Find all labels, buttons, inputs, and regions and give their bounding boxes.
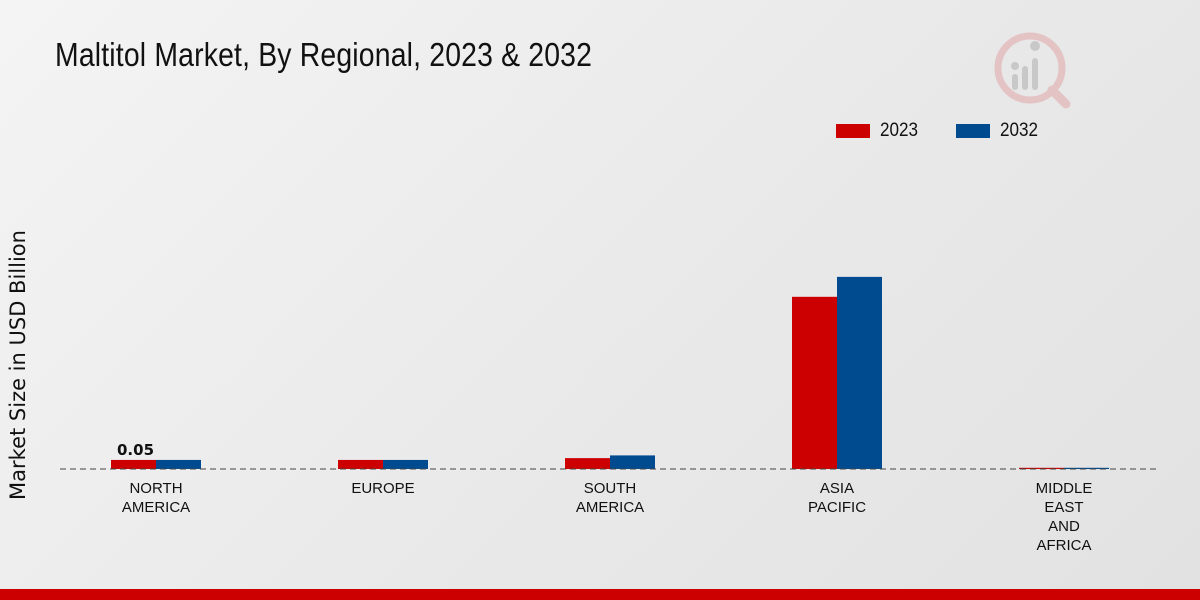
brand-logo-icon — [994, 32, 1071, 109]
bar-2023-asia-pacific — [792, 296, 837, 469]
bar-2032-south-america — [610, 455, 655, 469]
bar-2032-asia-pacific — [837, 276, 882, 469]
x-tick-label: MIDDLE EAST AND AFRICA — [1036, 480, 1093, 554]
x-tick-label: EUROPE — [351, 480, 414, 497]
bar-2023-north-america — [111, 459, 156, 469]
x-tick-label-line: SOUTH — [584, 480, 637, 497]
x-tick-label: SOUTH AMERICA — [576, 480, 644, 516]
chart-title: Maltitol Market, By Regional, 2023 & 203… — [55, 36, 593, 73]
x-tick-label-line: PACIFIC — [808, 499, 866, 516]
footer-bar — [0, 589, 1200, 600]
bar-2032-europe — [383, 459, 428, 469]
legend-label-2032: 2032 — [1000, 120, 1039, 141]
data-label: 0.05 — [117, 441, 154, 459]
bar-2032-middle-east-and-africa — [1064, 467, 1109, 469]
bar-2032-north-america — [156, 459, 201, 469]
x-tick-label-line: AMERICA — [122, 499, 190, 516]
x-tick-label-line: ASIA — [820, 480, 854, 497]
legend-label-2023: 2023 — [880, 120, 919, 141]
x-tick-label: ASIA PACIFIC — [808, 480, 866, 516]
x-tick-label-line: AND — [1048, 518, 1080, 535]
legend-swatch-2023 — [836, 124, 870, 138]
bar-2023-middle-east-and-africa — [1019, 467, 1064, 469]
bar-2023-europe — [338, 459, 383, 469]
legend-item-2023: 2023 — [836, 120, 922, 142]
legend-item-2032: 2032 — [956, 120, 1042, 142]
x-tick-label-line: NORTH — [129, 480, 182, 497]
x-tick-label-line: AFRICA — [1036, 537, 1091, 554]
x-tick-label-line: AMERICA — [576, 499, 644, 516]
x-tick-label-line: MIDDLE — [1036, 480, 1093, 497]
x-tick-label-line: EUROPE — [351, 480, 414, 497]
x-tick-label-line: EAST — [1044, 499, 1083, 516]
x-tick-label: NORTH AMERICA — [122, 480, 190, 516]
legend-swatch-2032 — [956, 124, 990, 138]
bar-2023-south-america — [565, 458, 610, 469]
